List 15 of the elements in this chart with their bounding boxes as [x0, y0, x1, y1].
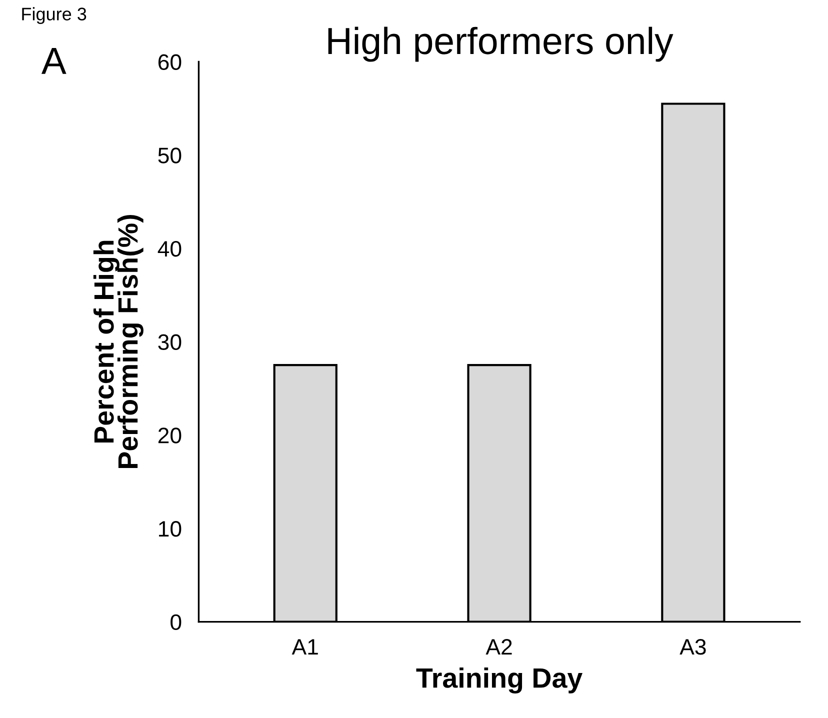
y-tick-label: 0: [170, 614, 182, 630]
y-tick-label: 30: [158, 334, 182, 350]
x-axis-title: Training Day: [416, 668, 582, 694]
x-tick-label: A2: [486, 639, 512, 655]
caption: Figure 3: [22, 7, 86, 24]
text: A: [41, 48, 66, 74]
y-tick-label: 20: [158, 428, 182, 444]
y-tick-label: 10: [159, 520, 182, 537]
y-axis-title: Percent of High Performing Fish(%): [93, 215, 144, 468]
x-tick-label: A1: [292, 639, 318, 655]
chart-title: High performers only: [328, 26, 674, 62]
y-tick-label: 50: [158, 148, 182, 164]
x-tick-label: A3: [680, 639, 706, 655]
y-tick-label: 60: [158, 54, 182, 70]
y-tick-label: 40: [158, 240, 182, 257]
